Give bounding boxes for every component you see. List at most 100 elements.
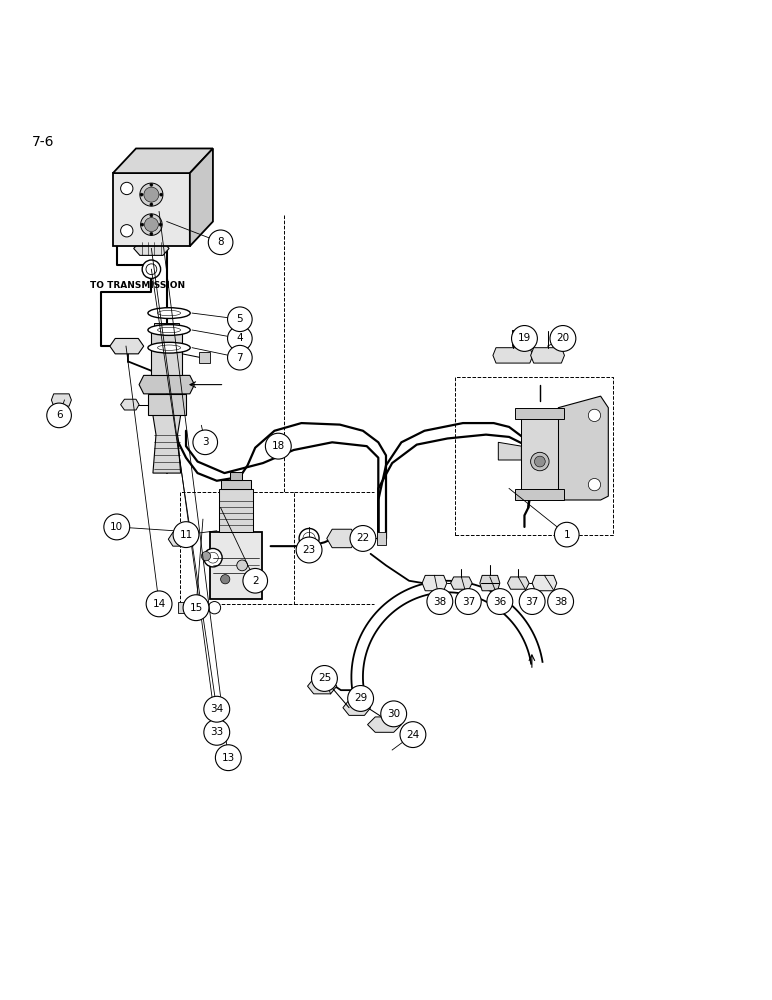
Bar bbox=[151, 331, 182, 375]
Text: 34: 34 bbox=[210, 704, 223, 714]
Text: 18: 18 bbox=[272, 441, 285, 451]
Text: 1: 1 bbox=[564, 530, 570, 540]
Text: TO TRANSMISSION: TO TRANSMISSION bbox=[90, 281, 185, 290]
Text: 20: 20 bbox=[557, 333, 570, 343]
Polygon shape bbox=[113, 173, 190, 246]
Polygon shape bbox=[480, 575, 499, 591]
Circle shape bbox=[208, 230, 233, 255]
Polygon shape bbox=[113, 148, 213, 173]
Polygon shape bbox=[451, 577, 472, 589]
Circle shape bbox=[204, 548, 222, 567]
Circle shape bbox=[228, 307, 252, 332]
Circle shape bbox=[204, 696, 230, 722]
Polygon shape bbox=[139, 375, 195, 394]
Polygon shape bbox=[558, 396, 608, 500]
Text: 7: 7 bbox=[236, 353, 243, 363]
Text: 29: 29 bbox=[354, 693, 367, 703]
Circle shape bbox=[120, 225, 133, 237]
Text: 36: 36 bbox=[493, 597, 506, 607]
Bar bbox=[377, 532, 386, 545]
Circle shape bbox=[243, 568, 268, 593]
Text: 30: 30 bbox=[387, 709, 400, 719]
Circle shape bbox=[547, 589, 574, 614]
Circle shape bbox=[350, 526, 376, 551]
Text: 24: 24 bbox=[406, 730, 419, 740]
Ellipse shape bbox=[148, 325, 190, 335]
Circle shape bbox=[193, 430, 218, 455]
Text: 33: 33 bbox=[210, 727, 223, 737]
Polygon shape bbox=[153, 415, 181, 473]
Circle shape bbox=[530, 452, 549, 471]
Polygon shape bbox=[327, 529, 357, 548]
Circle shape bbox=[400, 722, 426, 748]
Text: 6: 6 bbox=[56, 410, 63, 420]
Polygon shape bbox=[190, 148, 213, 246]
Circle shape bbox=[141, 214, 162, 235]
Polygon shape bbox=[120, 399, 139, 410]
Text: 22: 22 bbox=[357, 533, 370, 543]
Text: 19: 19 bbox=[518, 333, 531, 343]
Circle shape bbox=[312, 666, 337, 691]
Circle shape bbox=[237, 560, 248, 571]
Circle shape bbox=[47, 403, 71, 428]
Circle shape bbox=[534, 456, 545, 467]
Circle shape bbox=[554, 522, 579, 547]
Text: 37: 37 bbox=[462, 597, 475, 607]
Bar bbox=[515, 489, 564, 500]
Circle shape bbox=[512, 326, 537, 351]
Bar bbox=[154, 323, 179, 331]
Circle shape bbox=[140, 183, 163, 206]
Circle shape bbox=[150, 232, 153, 235]
Circle shape bbox=[299, 528, 319, 548]
Text: 10: 10 bbox=[110, 522, 124, 532]
Circle shape bbox=[144, 187, 159, 202]
Circle shape bbox=[150, 203, 153, 206]
Circle shape bbox=[201, 552, 211, 561]
Circle shape bbox=[588, 409, 601, 422]
Text: 15: 15 bbox=[189, 603, 202, 613]
Text: 38: 38 bbox=[433, 597, 446, 607]
Bar bbox=[221, 480, 252, 489]
Circle shape bbox=[588, 478, 601, 491]
Circle shape bbox=[381, 701, 407, 727]
Circle shape bbox=[204, 719, 230, 745]
Text: 3: 3 bbox=[202, 437, 208, 447]
Circle shape bbox=[427, 589, 452, 614]
Text: 11: 11 bbox=[179, 530, 193, 540]
Text: 13: 13 bbox=[222, 753, 235, 763]
Polygon shape bbox=[507, 577, 529, 589]
Circle shape bbox=[208, 552, 218, 563]
Polygon shape bbox=[52, 394, 71, 406]
Circle shape bbox=[173, 522, 199, 548]
Ellipse shape bbox=[148, 342, 190, 353]
Polygon shape bbox=[493, 348, 533, 363]
Circle shape bbox=[146, 264, 157, 275]
Polygon shape bbox=[137, 204, 165, 217]
Text: 25: 25 bbox=[318, 673, 331, 683]
Bar bbox=[230, 472, 242, 480]
Circle shape bbox=[303, 532, 315, 545]
Circle shape bbox=[144, 218, 158, 232]
Circle shape bbox=[104, 514, 130, 540]
Bar bbox=[147, 394, 186, 415]
Circle shape bbox=[550, 326, 576, 351]
Polygon shape bbox=[532, 575, 557, 591]
Polygon shape bbox=[110, 338, 144, 354]
Ellipse shape bbox=[157, 327, 181, 333]
Text: 5: 5 bbox=[236, 314, 243, 324]
Circle shape bbox=[266, 433, 291, 459]
Ellipse shape bbox=[148, 308, 190, 318]
Polygon shape bbox=[530, 348, 564, 363]
Bar bbox=[199, 352, 210, 363]
Circle shape bbox=[215, 745, 241, 771]
Circle shape bbox=[520, 589, 545, 614]
Circle shape bbox=[159, 223, 162, 226]
Bar bbox=[515, 408, 564, 419]
Text: 7-6: 7-6 bbox=[32, 135, 55, 149]
Circle shape bbox=[208, 602, 221, 614]
Circle shape bbox=[221, 575, 230, 584]
Polygon shape bbox=[367, 717, 401, 732]
Circle shape bbox=[141, 223, 144, 226]
Bar bbox=[521, 412, 558, 496]
Circle shape bbox=[455, 589, 481, 614]
